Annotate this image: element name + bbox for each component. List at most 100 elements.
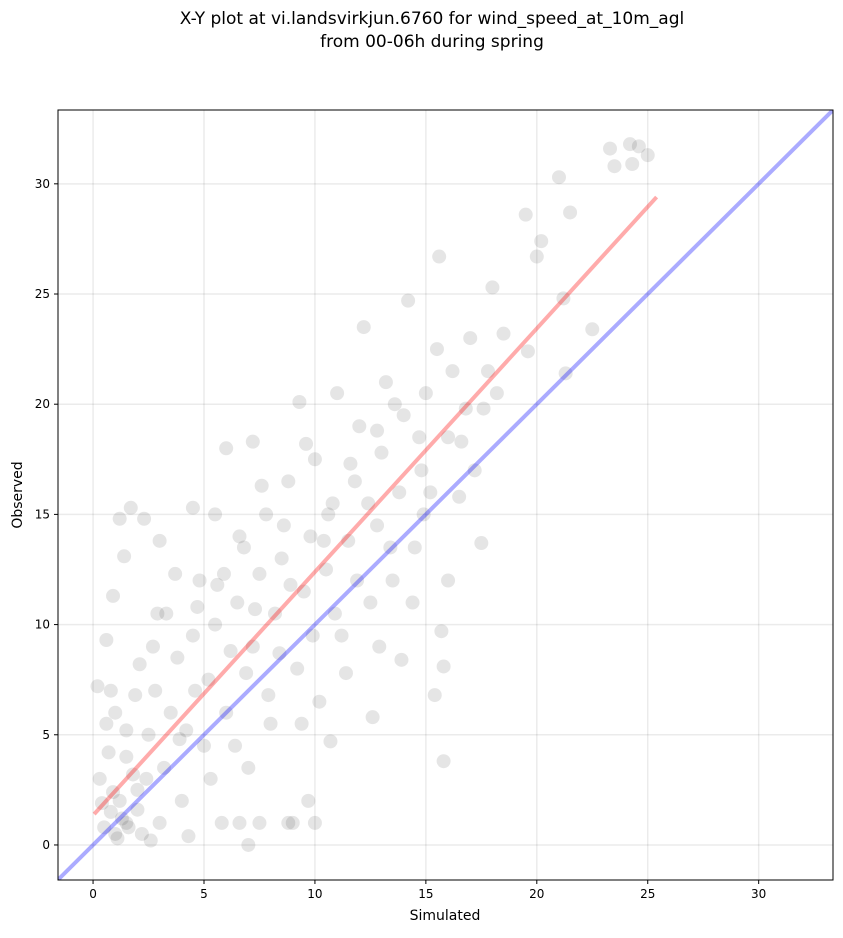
point bbox=[190, 599, 205, 614]
point bbox=[152, 533, 167, 548]
point bbox=[121, 820, 136, 835]
point bbox=[214, 815, 229, 830]
x-tick-label: 5 bbox=[200, 887, 208, 901]
x-tick-label: 25 bbox=[640, 887, 655, 901]
point bbox=[365, 710, 380, 725]
point bbox=[128, 688, 143, 703]
fit-line bbox=[92, 195, 659, 816]
point bbox=[485, 280, 500, 295]
point bbox=[99, 633, 114, 648]
point bbox=[370, 518, 385, 533]
chart-title: X-Y plot at vi.landsvirkjun.6760 for win… bbox=[180, 9, 684, 29]
point bbox=[625, 156, 640, 171]
point bbox=[157, 760, 172, 775]
point bbox=[441, 430, 456, 445]
point bbox=[301, 793, 316, 808]
point bbox=[232, 815, 247, 830]
point bbox=[603, 141, 618, 156]
y-tick-label: 5 bbox=[42, 728, 50, 742]
point bbox=[196, 738, 211, 753]
x-tick-label: 15 bbox=[418, 887, 433, 901]
point bbox=[558, 366, 573, 381]
point bbox=[274, 551, 289, 566]
point bbox=[467, 463, 482, 478]
point bbox=[319, 562, 334, 577]
point bbox=[159, 606, 174, 621]
point bbox=[148, 683, 163, 698]
point bbox=[563, 205, 578, 220]
point bbox=[392, 485, 407, 500]
point bbox=[103, 804, 118, 819]
point bbox=[263, 716, 278, 731]
point bbox=[117, 549, 132, 564]
point bbox=[254, 478, 269, 493]
point bbox=[119, 723, 134, 738]
point bbox=[434, 624, 449, 639]
chart-subtitle: from 00-06h during spring bbox=[320, 32, 544, 52]
point bbox=[223, 644, 238, 659]
point bbox=[181, 829, 196, 844]
point bbox=[241, 760, 256, 775]
point bbox=[210, 577, 225, 592]
point bbox=[99, 716, 114, 731]
point bbox=[343, 456, 358, 471]
point bbox=[452, 489, 467, 504]
point bbox=[412, 430, 427, 445]
point bbox=[316, 533, 331, 548]
point bbox=[585, 322, 600, 337]
identity-line bbox=[58, 110, 833, 880]
point bbox=[219, 441, 234, 456]
point bbox=[327, 606, 342, 621]
point bbox=[252, 566, 267, 581]
point bbox=[436, 754, 451, 769]
point bbox=[106, 588, 121, 603]
point bbox=[303, 529, 318, 544]
point bbox=[350, 573, 365, 588]
point bbox=[119, 749, 134, 764]
point bbox=[276, 518, 291, 533]
point bbox=[112, 793, 127, 808]
point bbox=[361, 496, 376, 511]
point bbox=[179, 723, 194, 738]
point bbox=[294, 716, 309, 731]
y-tick-label: 25 bbox=[35, 287, 50, 301]
point bbox=[185, 500, 200, 515]
point bbox=[631, 139, 646, 154]
point bbox=[534, 234, 549, 249]
point bbox=[334, 628, 349, 643]
point bbox=[556, 291, 571, 306]
point bbox=[387, 397, 402, 412]
x-tick-label: 30 bbox=[751, 887, 766, 901]
point bbox=[429, 342, 444, 357]
point bbox=[130, 802, 145, 817]
point bbox=[414, 463, 429, 478]
point bbox=[480, 364, 495, 379]
y-axis-label: Observed bbox=[10, 461, 26, 528]
point bbox=[441, 573, 456, 588]
point bbox=[374, 445, 389, 460]
point bbox=[396, 408, 411, 423]
point bbox=[518, 207, 533, 222]
point bbox=[232, 529, 247, 544]
point bbox=[245, 639, 260, 654]
point bbox=[192, 573, 207, 588]
point bbox=[356, 320, 371, 335]
point bbox=[281, 815, 296, 830]
point bbox=[219, 705, 234, 720]
point bbox=[307, 452, 322, 467]
point bbox=[90, 679, 105, 694]
point bbox=[137, 511, 152, 526]
y-tick-label: 10 bbox=[35, 618, 50, 632]
x-axis-label: Simulated bbox=[410, 908, 481, 924]
point bbox=[119, 815, 134, 830]
point bbox=[168, 566, 183, 581]
point bbox=[241, 837, 256, 852]
point bbox=[230, 595, 245, 610]
point bbox=[163, 705, 178, 720]
point bbox=[290, 661, 305, 676]
point bbox=[496, 326, 511, 341]
point bbox=[463, 331, 478, 346]
point bbox=[106, 785, 121, 800]
point bbox=[312, 694, 327, 709]
point bbox=[347, 474, 362, 489]
